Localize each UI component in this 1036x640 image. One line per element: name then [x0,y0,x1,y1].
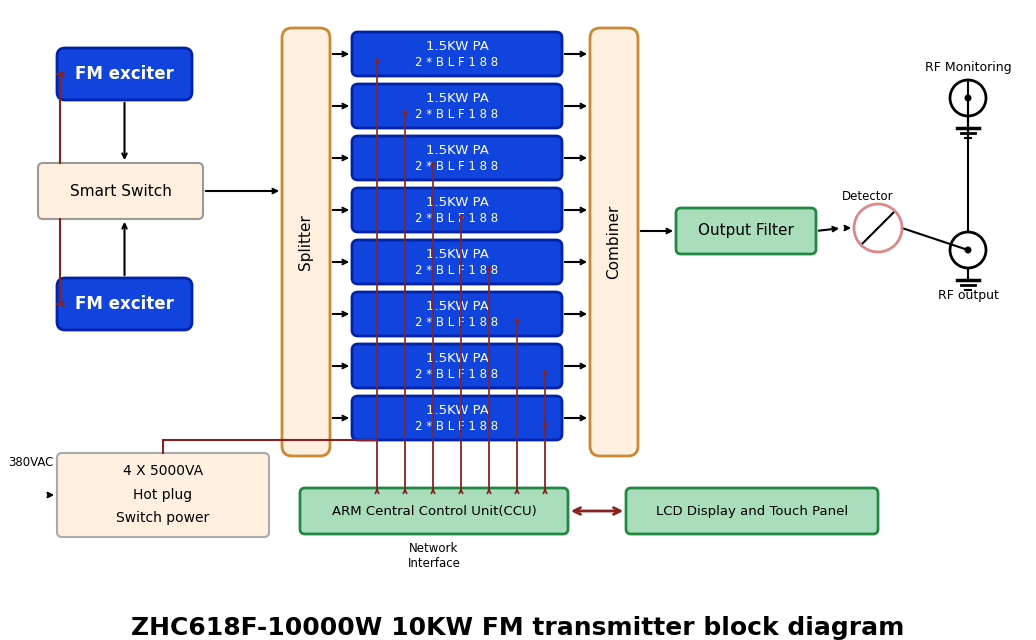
Text: 2 * B L F 1 8 8: 2 * B L F 1 8 8 [415,56,498,68]
Text: 380VAC: 380VAC [8,456,54,470]
Text: LCD Display and Touch Panel: LCD Display and Touch Panel [656,504,848,518]
FancyBboxPatch shape [352,84,562,128]
Text: 2 * B L F 1 8 8: 2 * B L F 1 8 8 [415,108,498,120]
Text: ARM Central Control Unit(CCU): ARM Central Control Unit(CCU) [332,504,537,518]
Text: 1.5KW PA: 1.5KW PA [426,195,488,209]
FancyBboxPatch shape [57,48,192,100]
Circle shape [965,95,972,102]
Text: 1.5KW PA: 1.5KW PA [426,300,488,312]
Text: RF output: RF output [938,289,999,303]
Text: 1.5KW PA: 1.5KW PA [426,403,488,417]
Text: 1.5KW PA: 1.5KW PA [426,92,488,104]
Text: 2 * B L F 1 8 8: 2 * B L F 1 8 8 [415,159,498,173]
Text: RF Monitoring: RF Monitoring [925,61,1011,74]
Text: 2 * B L F 1 8 8: 2 * B L F 1 8 8 [415,316,498,328]
Text: 2 * B L F 1 8 8: 2 * B L F 1 8 8 [415,211,498,225]
FancyBboxPatch shape [626,488,877,534]
FancyBboxPatch shape [352,188,562,232]
FancyBboxPatch shape [57,453,269,537]
Text: Splitter: Splitter [298,214,314,270]
Text: Switch power: Switch power [116,511,209,525]
Text: Detector: Detector [842,191,894,204]
Text: Combiner: Combiner [606,205,622,279]
Text: 2 * B L F 1 8 8: 2 * B L F 1 8 8 [415,367,498,381]
FancyBboxPatch shape [300,488,568,534]
FancyBboxPatch shape [352,396,562,440]
FancyBboxPatch shape [352,240,562,284]
Text: ZHC618F-10000W 10KW FM transmitter block diagram: ZHC618F-10000W 10KW FM transmitter block… [132,616,904,640]
Text: Output Filter: Output Filter [698,223,794,239]
FancyBboxPatch shape [57,278,192,330]
Circle shape [965,246,972,253]
Text: 1.5KW PA: 1.5KW PA [426,40,488,52]
FancyBboxPatch shape [352,344,562,388]
FancyBboxPatch shape [352,136,562,180]
Text: 2 * B L F 1 8 8: 2 * B L F 1 8 8 [415,419,498,433]
FancyBboxPatch shape [38,163,203,219]
FancyBboxPatch shape [589,28,638,456]
FancyBboxPatch shape [352,292,562,336]
Text: FM exciter: FM exciter [75,65,174,83]
Text: 2 * B L F 1 8 8: 2 * B L F 1 8 8 [415,264,498,276]
Text: 1.5KW PA: 1.5KW PA [426,351,488,365]
Text: 1.5KW PA: 1.5KW PA [426,143,488,157]
Text: Network
Interface: Network Interface [407,542,460,570]
Text: Smart Switch: Smart Switch [69,184,171,198]
Text: Hot plug: Hot plug [134,488,193,502]
Text: FM exciter: FM exciter [75,295,174,313]
Text: 4 X 5000VA: 4 X 5000VA [123,464,203,478]
FancyBboxPatch shape [282,28,330,456]
FancyBboxPatch shape [352,32,562,76]
Text: 1.5KW PA: 1.5KW PA [426,248,488,260]
FancyBboxPatch shape [677,208,816,254]
